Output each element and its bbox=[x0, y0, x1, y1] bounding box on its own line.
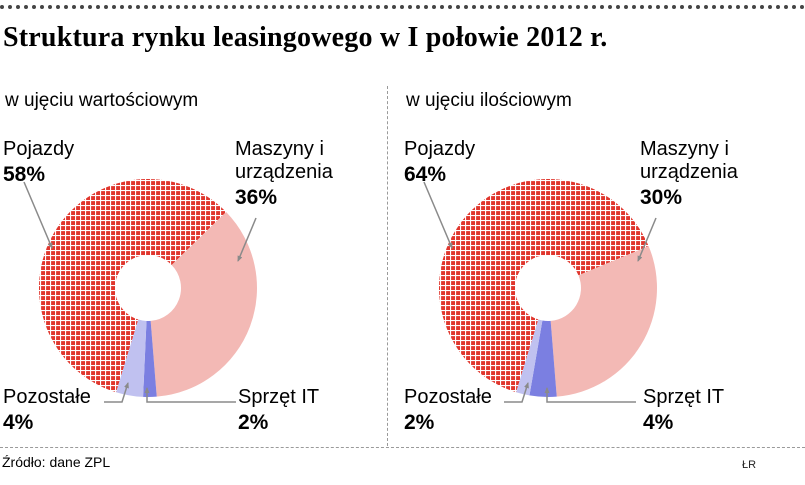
slice-name: Pozostałe bbox=[3, 386, 91, 408]
slice-percent: 4% bbox=[3, 411, 34, 434]
slice-label-pojazdy-left: Pojazdy 58% bbox=[3, 138, 74, 186]
slice-name: Pozostałe bbox=[404, 386, 492, 408]
donut-slice bbox=[38, 179, 227, 393]
slice-name: Maszyny i urządzenia bbox=[640, 138, 738, 183]
leader-lines-right bbox=[423, 181, 657, 403]
donut-slice bbox=[143, 320, 157, 398]
slice-percent: 4% bbox=[643, 411, 674, 434]
donut-slice bbox=[529, 320, 557, 398]
donut-slice bbox=[439, 179, 649, 393]
slice-label-pozostale-right: Pozostałe 2% bbox=[404, 386, 492, 434]
panel-title-left: w ujęciu wartościowym bbox=[5, 90, 199, 111]
top-dotted-rule bbox=[0, 5, 805, 9]
slice-percent: 2% bbox=[404, 411, 435, 434]
slice-name: Maszyny i urządzenia bbox=[235, 138, 333, 183]
slice-name: Pojazdy bbox=[3, 138, 75, 160]
author-initials: ŁR bbox=[742, 459, 757, 471]
donut-chart-left bbox=[23, 179, 257, 403]
donut-slice bbox=[150, 212, 257, 397]
donut-slice bbox=[116, 319, 147, 397]
panel-divider bbox=[387, 86, 388, 446]
slice-name: Sprzęt IT bbox=[238, 386, 320, 408]
slice-label-maszyny-right: Maszyny i urządzenia 30% bbox=[640, 138, 790, 209]
slice-label-pozostale-left: Pozostałe 4% bbox=[3, 386, 91, 434]
page-title: Struktura rynku leasingowego w I połowie… bbox=[3, 22, 608, 53]
slice-label-pojazdy-right: Pojazdy 64% bbox=[404, 138, 475, 186]
leader-lines-left bbox=[23, 181, 257, 403]
slice-percent: 2% bbox=[238, 411, 269, 434]
slice-percent: 36% bbox=[235, 186, 278, 209]
slice-percent: 30% bbox=[640, 186, 683, 209]
slice-label-maszyny-left: Maszyny i urządzenia 36% bbox=[235, 138, 385, 209]
donut-slice bbox=[516, 319, 543, 396]
panel-title-right: w ujęciu ilościowym bbox=[406, 90, 572, 111]
donut-chart-right bbox=[423, 179, 658, 403]
source-note: Źródło: dane ZPL bbox=[2, 454, 111, 470]
slice-name: Sprzęt IT bbox=[643, 386, 725, 408]
slice-percent: 64% bbox=[404, 163, 447, 186]
slice-label-sprzet-it-right: Sprzęt IT 4% bbox=[643, 386, 724, 434]
bottom-dashed-rule bbox=[0, 447, 805, 448]
donut-slice bbox=[550, 246, 658, 397]
slice-name: Pojazdy bbox=[404, 138, 476, 160]
slice-label-sprzet-it-left: Sprzęt IT 2% bbox=[238, 386, 319, 434]
slice-percent: 58% bbox=[3, 163, 46, 186]
